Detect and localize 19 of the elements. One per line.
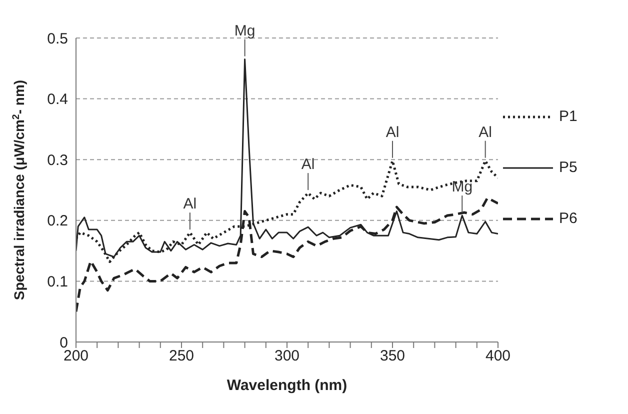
x-tick-label: 250 [168, 348, 194, 365]
annotation: Mg [452, 178, 473, 196]
x-tick-label: 300 [274, 348, 300, 365]
annotation: Al [386, 124, 400, 141]
y-tick-label: 0.3 [47, 152, 68, 169]
y-tick-label: 0.4 [47, 91, 68, 108]
x-axis-title: Wavelength (nm) [226, 377, 348, 394]
legend-label: P1 [559, 108, 578, 125]
x-tick-label: 350 [380, 348, 406, 365]
annotation: Al [183, 196, 197, 213]
annotation: Al [478, 124, 492, 141]
legend-label: P6 [559, 210, 578, 227]
x-tick-label: 400 [485, 348, 511, 365]
annotation: Al [301, 156, 315, 174]
y-tick-label: 0.2 [47, 212, 68, 230]
annotation: Mg [234, 22, 256, 40]
y-tick-label: 0.1 [47, 274, 68, 291]
legend-label: P5 [559, 159, 578, 176]
y-tick-label: 0.5 [47, 30, 68, 48]
